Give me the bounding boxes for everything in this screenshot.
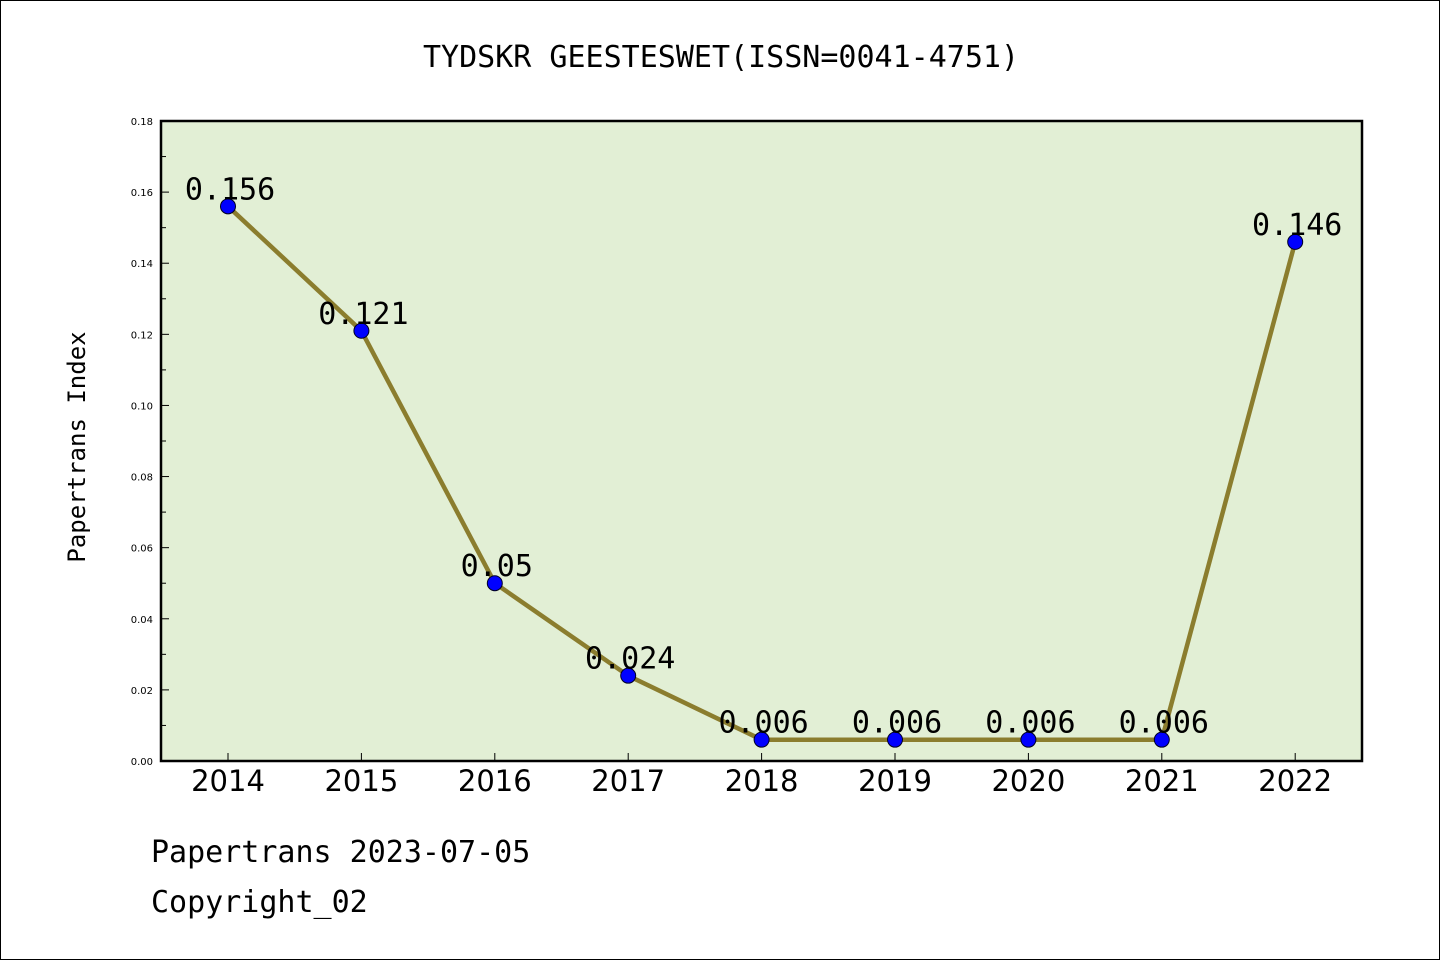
data-point bbox=[486, 575, 503, 592]
plot-area bbox=[159, 119, 1364, 763]
data-labels: 0.156 0.121 0.05 0.024 0.006 0.006 0.006 0.006 0… bbox=[185, 172, 1343, 740]
footer-copyright: Copyright_02 bbox=[151, 885, 368, 920]
series-line-group bbox=[220, 198, 1304, 748]
x-tick-label: 2018 bbox=[725, 764, 799, 798]
chart-title: TYDSKR GEESTESWET(ISSN=0041-4751) bbox=[423, 40, 1019, 75]
data-point bbox=[1153, 731, 1170, 748]
data-label: 0.024 bbox=[585, 642, 675, 677]
x-tick-label: 2022 bbox=[1258, 764, 1332, 798]
data-label: 0.006 bbox=[985, 706, 1075, 741]
data-label: 0.006 bbox=[718, 706, 808, 741]
y-tick-label: 0.18 bbox=[131, 117, 153, 128]
x-axis-ticks: 2014 2015 2016 2017 2018 2019 2020 2021 2022 bbox=[191, 753, 1332, 798]
footer-date: Papertrans 2023-07-05 bbox=[151, 835, 531, 870]
data-label: 0.006 bbox=[1119, 706, 1209, 741]
x-tick-label: 2017 bbox=[591, 764, 665, 798]
y-tick-label: 0.04 bbox=[131, 615, 153, 626]
data-point bbox=[353, 322, 370, 339]
y-tick-label: 0.14 bbox=[131, 259, 153, 270]
x-tick-label: 2020 bbox=[991, 764, 1065, 798]
data-label: 0.146 bbox=[1252, 208, 1342, 243]
y-axis-label: Papertrans Index bbox=[63, 331, 91, 562]
x-tick-label: 2015 bbox=[324, 764, 398, 798]
data-label: 0.05 bbox=[461, 549, 533, 584]
data-point bbox=[220, 198, 236, 215]
data-point bbox=[753, 731, 770, 748]
y-tick-label: 0.16 bbox=[131, 188, 153, 199]
data-point bbox=[887, 731, 903, 748]
x-tick-label: 2021 bbox=[1125, 764, 1199, 798]
x-tick-label: 2014 bbox=[191, 764, 265, 798]
y-tick-label: 0.12 bbox=[131, 330, 153, 341]
x-tick-label: 2019 bbox=[858, 764, 932, 798]
y-tick-label: 0.08 bbox=[131, 473, 153, 484]
data-label: 0.006 bbox=[852, 706, 942, 741]
data-point bbox=[620, 667, 637, 684]
y-axis-ticks: 0.00 0.02 0.04 0.06 0.08 0.10 0.12 0.14 0.16 0.18 bbox=[131, 117, 169, 768]
y-tick-label: 0.00 bbox=[131, 757, 153, 768]
data-label: 0.121 bbox=[318, 297, 408, 332]
x-tick-label: 2016 bbox=[458, 764, 532, 798]
data-label: 0.156 bbox=[185, 172, 275, 207]
y-tick-label: 0.10 bbox=[131, 401, 153, 412]
data-point bbox=[1287, 233, 1304, 250]
y-tick-label: 0.02 bbox=[131, 686, 153, 697]
y-tick-label: 0.06 bbox=[131, 544, 153, 555]
data-point bbox=[1020, 731, 1037, 748]
